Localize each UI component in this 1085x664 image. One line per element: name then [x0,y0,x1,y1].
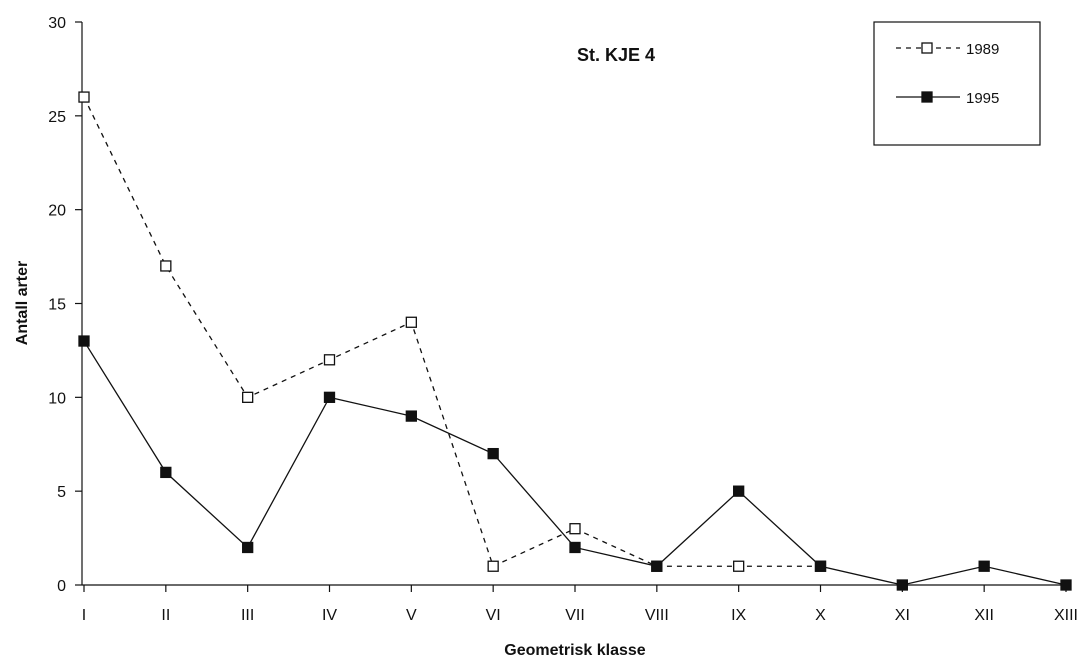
x-tick-label: VII [565,607,585,624]
chart-title: St. KJE 4 [577,45,655,65]
x-tick-label: XI [895,607,910,624]
series-1989 [78,91,827,572]
x-tick-label: IX [731,607,746,624]
legend-label-1995: 1995 [966,90,999,107]
x-tick-label: XIII [1054,607,1078,624]
y-tick-label: 10 [48,390,66,407]
x-tick-label: IV [322,607,337,624]
data-point-1995 [405,410,417,422]
y-axis: 0 5 10 15 20 25 30 [48,15,83,595]
data-point-1989 [323,354,336,366]
data-point-1995 [487,447,499,460]
x-tick-label: VI [486,607,501,624]
data-point-1995 [242,541,254,554]
data-point-1989 [733,560,745,572]
y-axis-title: Antall arter [14,261,31,345]
y-tick-label: 15 [48,297,66,314]
y-tick-label: 20 [48,203,66,220]
legend-marker-1995 [921,91,933,103]
series-layer [78,91,1072,591]
legend-box [873,21,1041,146]
data-point-1989 [242,391,254,403]
data-point-1995 [651,560,663,572]
data-point-1995 [978,560,990,572]
legend: 1989 1995 [873,21,1041,146]
x-tick-label: VIII [645,607,669,624]
series-line-1989 [83,96,821,568]
series-1995 [78,335,1072,591]
data-point-1989 [160,260,172,272]
data-point-1989 [487,560,499,572]
x-tick-label: III [241,607,254,624]
y-tick-label: 25 [48,109,66,126]
y-tick-label: 0 [57,578,66,595]
legend-marker-1989 [921,42,933,54]
data-point-1995 [1060,579,1072,591]
data-point-1989 [405,316,417,328]
x-axis-title: Geometrisk klasse [504,642,646,659]
data-point-1995 [814,560,827,572]
data-point-1995 [896,579,908,591]
data-point-1995 [569,541,581,554]
data-point-1989 [78,91,90,103]
x-axis: I II III IV V VI VII VIII IX X XI XII XIII [82,584,1078,624]
x-tick-label: I [82,607,86,624]
x-tick-label: V [406,607,417,624]
data-point-1995 [733,485,745,497]
data-point-1989 [569,523,581,535]
data-point-1995 [323,391,336,403]
x-tick-label: II [161,607,170,624]
data-point-1995 [160,466,172,479]
y-tick-label: 30 [48,15,66,32]
data-point-1995 [78,335,90,347]
x-tick-label: X [815,607,826,624]
legend-label-1989: 1989 [966,41,999,58]
y-tick-label: 5 [57,484,66,501]
x-tick-label: XII [974,607,994,624]
